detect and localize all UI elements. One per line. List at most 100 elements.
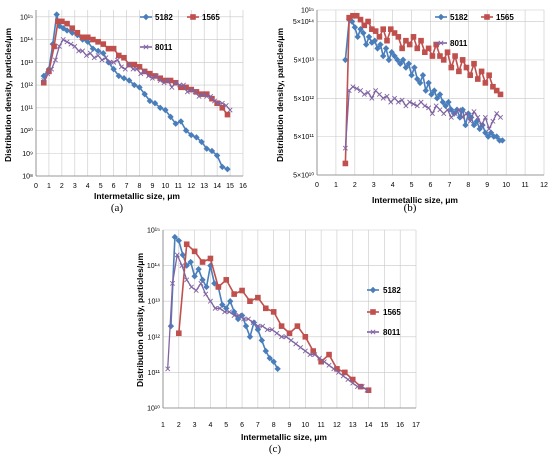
x-tick-label: 4 [208, 422, 212, 429]
data-point-1565 [440, 57, 447, 63]
x-tick-label: 1 [161, 422, 165, 429]
data-point-5182 [476, 125, 483, 133]
panel-a: 0 1 2 3 4 5 6 7 8 9 10 11 12 13 14 15 1610⁸10⁹10¹⁰10¹¹10… [3, 10, 247, 214]
data-point-8011 [217, 305, 223, 311]
data-point-5182 [354, 33, 361, 41]
data-point-5182 [125, 77, 133, 84]
data-point-8011 [60, 37, 66, 43]
data-point-8011 [107, 59, 113, 65]
data-point-8011 [68, 41, 74, 47]
x-tick-label: 3 [193, 422, 197, 429]
data-point-8011 [380, 95, 386, 101]
x-tick-label: 8 [138, 183, 142, 190]
data-point-8011 [192, 89, 198, 95]
data-point-8011 [346, 88, 352, 94]
data-point-8011 [72, 43, 78, 49]
data-point-8011 [482, 114, 488, 120]
data-point-5182 [399, 56, 407, 64]
data-point-1565 [387, 26, 394, 32]
data-point-1565 [334, 366, 340, 372]
data-point-5182 [262, 347, 269, 355]
data-point-1565 [199, 259, 206, 265]
data-point-5182 [84, 38, 91, 46]
data-point-8011 [460, 114, 466, 120]
data-point-5182 [402, 64, 410, 71]
data-point-8011 [403, 103, 409, 109]
data-point-5182 [162, 106, 169, 114]
x-tick-label: 8 [466, 182, 470, 189]
data-point-8011 [49, 66, 55, 72]
y-tick-label: 10¹³ [21, 60, 34, 67]
data-point-8011 [184, 277, 190, 283]
data-point-5182 [266, 354, 273, 362]
x-tick-label: 3 [73, 183, 77, 190]
data-point-8011 [269, 327, 275, 333]
x-tick-label: 5 [99, 183, 103, 190]
data-point-5182 [238, 312, 246, 319]
y-tick-label: 10¹² [148, 334, 161, 341]
data-point-1565 [478, 68, 485, 75]
data-point-8011 [223, 102, 229, 109]
data-point-5182 [187, 258, 194, 266]
y-tick-label: 10⁹ [22, 151, 33, 158]
data-point-1565 [178, 84, 184, 91]
data-point-1565 [350, 12, 356, 19]
panel-a-y-axis-label: Distribution density, particles/μm [3, 28, 13, 162]
data-point-8011 [153, 73, 159, 79]
data-point-1565 [183, 241, 190, 248]
data-point-8011 [236, 312, 242, 318]
data-point-8011 [188, 284, 194, 290]
data-point-1565 [353, 12, 360, 19]
data-point-1565 [448, 64, 455, 71]
data-point-1565 [490, 83, 496, 90]
data-point-1565 [414, 45, 421, 52]
data-point-8011 [283, 334, 289, 340]
data-point-8011 [157, 77, 163, 84]
data-point-1565 [326, 351, 332, 358]
data-point-5182 [419, 72, 427, 79]
data-point-5182 [94, 47, 102, 55]
data-point-1565 [278, 323, 285, 329]
data-point-1565 [64, 20, 70, 27]
data-point-1565 [294, 323, 301, 329]
x-tick-label: 15 [380, 422, 388, 429]
data-point-1565 [131, 61, 138, 68]
data-point-5182 [172, 120, 179, 127]
data-point-5182 [110, 65, 117, 73]
data-point-8011 [361, 91, 367, 97]
data-point-5182 [167, 322, 175, 330]
data-point-8011 [307, 352, 313, 358]
data-point-1565 [459, 57, 466, 63]
panel-a-x-axis-label: Intermetallic size, μm [94, 191, 180, 201]
x-tick-label: 3 [372, 182, 376, 189]
data-point-8011 [103, 55, 109, 61]
data-point-8011 [441, 111, 447, 117]
data-point-8011 [264, 327, 270, 333]
legend-label-5182: 5182 [383, 286, 401, 295]
data-point-8011 [359, 384, 365, 390]
data-point-5182 [115, 72, 122, 80]
y-tick-label: 5×10¹³ [294, 57, 315, 64]
panel-a-marks: 0 1 2 3 4 5 6 7 8 9 10 11 12 13 14 15 1610⁸10⁹10¹⁰10¹¹10… [20, 11, 247, 190]
data-point-1565 [157, 75, 163, 82]
data-point-5182 [53, 11, 60, 18]
panel-b-marks: 0 1 2 3 4 5 6 7 8 9 10 11 125×10¹⁰5×10¹¹5×10¹²5×10¹³… [293, 8, 548, 190]
data-point-8011 [350, 84, 356, 90]
x-tick-label: 16 [239, 183, 247, 190]
data-point-8011 [215, 100, 221, 106]
data-point-1565 [255, 294, 261, 301]
data-point-1565 [486, 72, 492, 79]
data-point-8011 [177, 82, 183, 88]
legend-marker-1565 [370, 309, 376, 315]
x-tick-label: 11 [175, 183, 182, 190]
data-point-8011 [250, 320, 256, 326]
data-point-1565 [162, 77, 169, 84]
series-line-8011 [43, 38, 231, 111]
data-point-1565 [346, 14, 352, 21]
data-point-5182 [175, 237, 183, 244]
y-tick-label: 10¹¹ [21, 105, 34, 112]
data-point-1565 [95, 39, 101, 45]
data-point-8011 [255, 323, 261, 329]
data-point-1565 [403, 37, 409, 44]
data-point-5182 [422, 87, 429, 94]
